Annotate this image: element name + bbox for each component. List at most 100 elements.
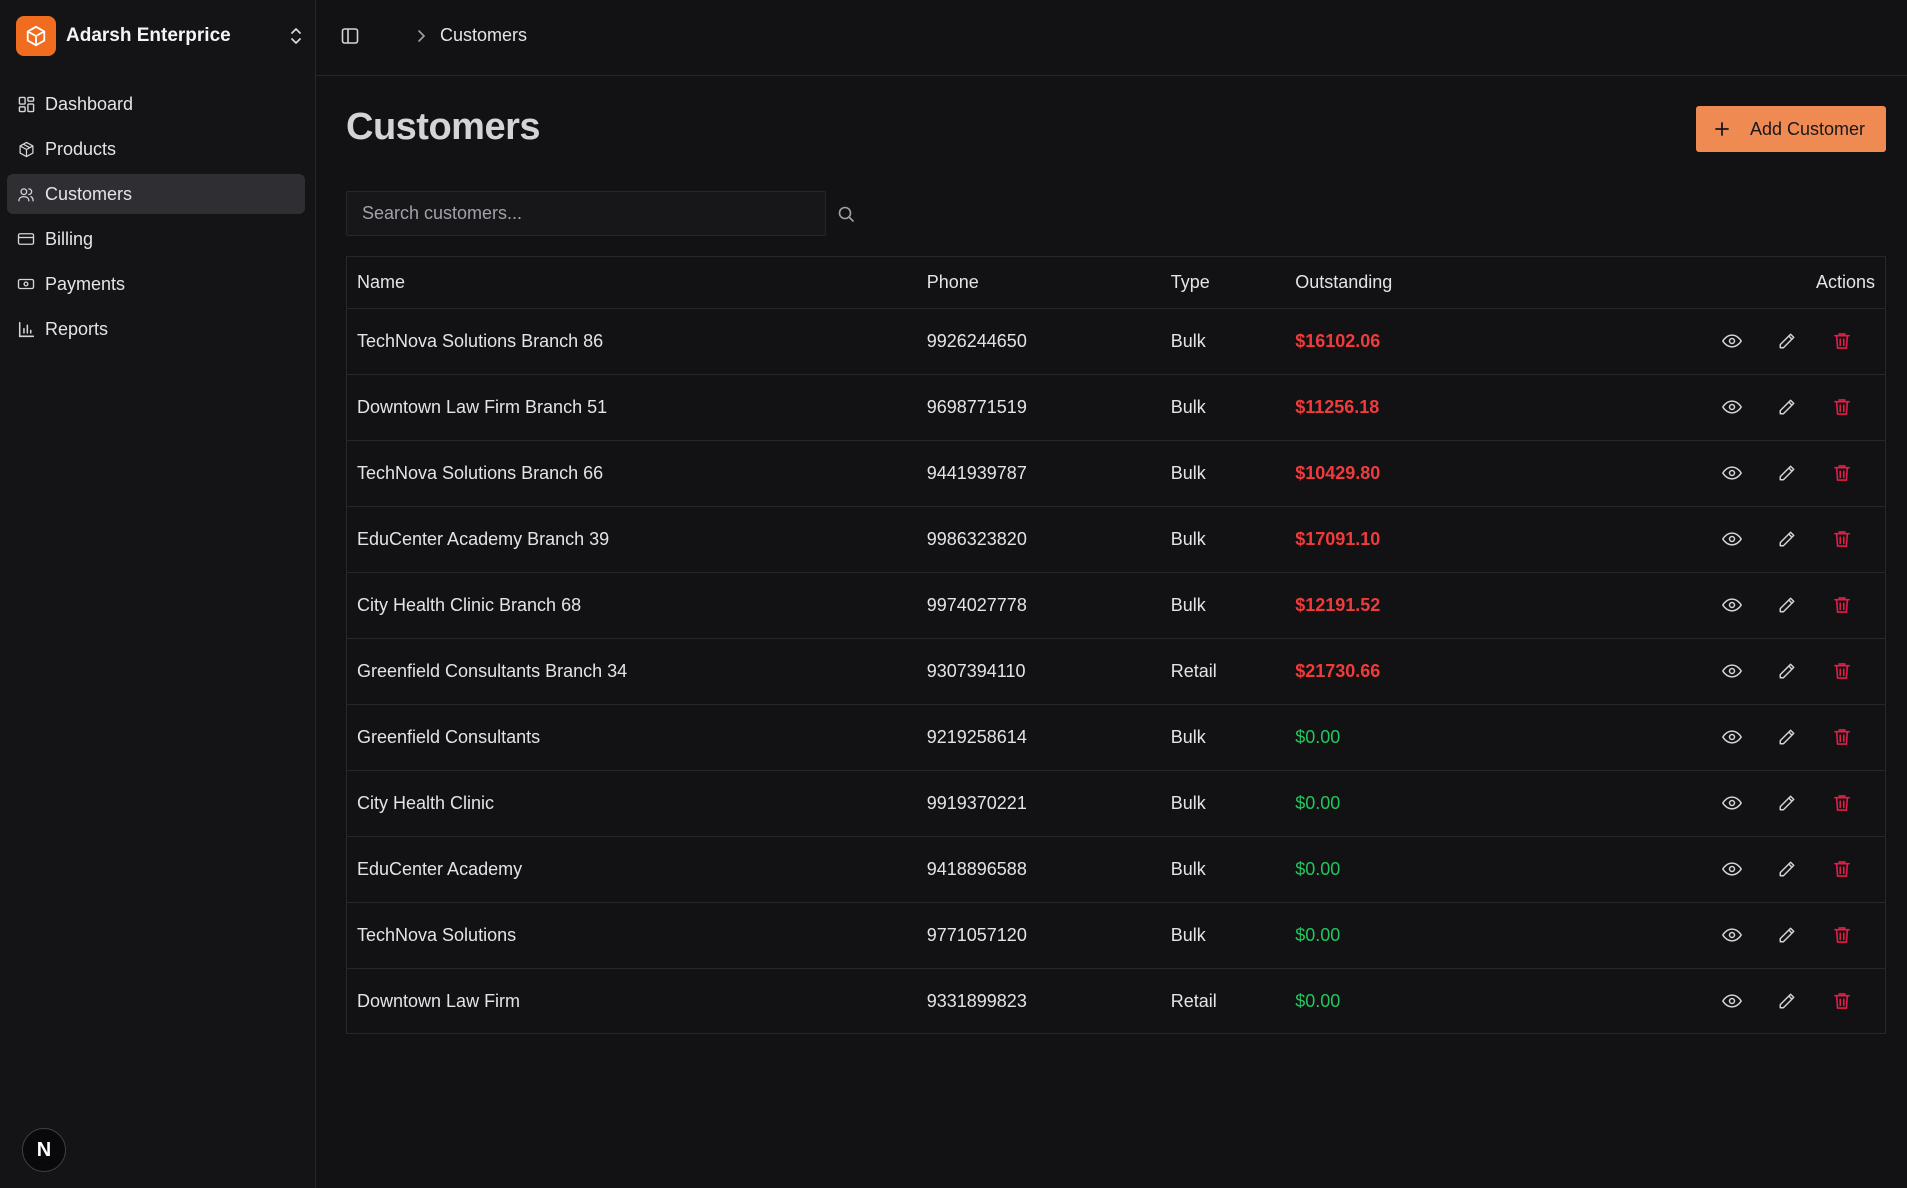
edit-icon[interactable] [1759, 461, 1814, 485]
edit-icon[interactable] [1759, 725, 1814, 749]
brand-switcher[interactable]: Adarsh Enterprice [16, 16, 306, 56]
table-row: City Health Clinic Branch 68 9974027778 Bu… [347, 572, 1885, 638]
edit-icon[interactable] [1759, 329, 1814, 353]
row-actions-group [1704, 329, 1885, 353]
view-icon[interactable] [1704, 527, 1759, 551]
add-customer-label: Add Customer [1750, 118, 1866, 139]
delete-icon[interactable] [1814, 923, 1869, 947]
column-header-phone: Phone [916, 257, 1161, 309]
delete-icon[interactable] [1814, 461, 1869, 485]
view-icon[interactable] [1704, 395, 1759, 419]
sidebar-item-reports[interactable]: Reports [7, 309, 305, 349]
banknote-icon [17, 275, 35, 293]
delete-icon[interactable] [1814, 725, 1869, 749]
view-icon[interactable] [1704, 923, 1759, 947]
edit-icon[interactable] [1759, 527, 1814, 551]
delete-icon[interactable] [1814, 395, 1869, 419]
customer-outstanding: $21730.66 [1295, 660, 1381, 681]
delete-icon[interactable] [1814, 659, 1869, 683]
customer-type: Bulk [1170, 924, 1206, 945]
edit-icon[interactable] [1759, 857, 1814, 881]
sidebar-nav: Dashboard Products Customers Billing Payment… [7, 84, 305, 354]
bar-chart-icon [17, 320, 35, 338]
edit-icon[interactable] [1759, 791, 1814, 815]
edit-icon[interactable] [1759, 659, 1814, 683]
delete-icon[interactable] [1814, 593, 1869, 617]
row-actions-group [1704, 527, 1885, 551]
customer-type: Bulk [1170, 726, 1206, 747]
delete-icon[interactable] [1814, 989, 1869, 1013]
customer-outstanding: $12191.52 [1295, 594, 1381, 615]
chevron-up-down-icon[interactable] [286, 24, 306, 48]
sidebar-item-payments[interactable]: Payments [7, 264, 305, 304]
row-actions [1694, 968, 1885, 1034]
add-customer-button[interactable]: Add Customer [1696, 106, 1886, 152]
row-actions [1694, 638, 1885, 704]
edit-icon[interactable] [1759, 923, 1814, 947]
row-actions-group [1704, 791, 1885, 815]
dashboard-icon [17, 95, 35, 113]
plus-icon [1712, 119, 1732, 139]
customer-outstanding: $10429.80 [1295, 462, 1381, 483]
customer-name: TechNova Solutions [357, 924, 517, 945]
row-actions [1694, 770, 1885, 836]
package-icon [17, 140, 35, 158]
edit-icon[interactable] [1759, 989, 1814, 1013]
customer-type: Bulk [1170, 858, 1206, 879]
customer-outstanding: $0.00 [1295, 726, 1341, 747]
view-icon[interactable] [1704, 791, 1759, 815]
customer-type: Bulk [1170, 396, 1206, 417]
view-icon[interactable] [1704, 659, 1759, 683]
customer-type: Retail [1170, 660, 1217, 681]
sidebar-toggle-icon[interactable] [338, 24, 362, 48]
brand-logo-icon [16, 16, 56, 56]
app-badge-label: N [36, 1138, 52, 1161]
customer-phone: 9771057120 [926, 924, 1027, 945]
sidebar-item-customers[interactable]: Customers [7, 174, 305, 214]
row-actions-group [1704, 725, 1885, 749]
view-icon[interactable] [1704, 461, 1759, 485]
breadcrumb[interactable]: Customers [440, 25, 528, 45]
table-header-row: Name Phone Type Outstanding Actions [347, 257, 1885, 309]
view-icon[interactable] [1704, 593, 1759, 617]
customer-type: Retail [1170, 990, 1217, 1011]
view-icon[interactable] [1704, 989, 1759, 1013]
row-actions-group [1704, 857, 1885, 881]
customer-phone: 9307394110 [926, 660, 1026, 681]
sidebar: Adarsh Enterprice Dashboard Products Custo… [0, 0, 316, 1188]
customers-table: Name Phone Type Outstanding Actions Tech… [346, 256, 1886, 1034]
delete-icon[interactable] [1814, 329, 1869, 353]
delete-icon[interactable] [1814, 791, 1869, 815]
edit-icon[interactable] [1759, 593, 1814, 617]
table-row: Greenfield Consultants 9219258614 Bulk $0.0… [347, 704, 1885, 770]
table-row: Downtown Law Firm Branch 51 9698771519 Bul… [347, 374, 1885, 440]
customer-name: City Health Clinic [357, 792, 495, 813]
edit-icon[interactable] [1759, 395, 1814, 419]
view-icon[interactable] [1704, 857, 1759, 881]
search-icon[interactable] [836, 204, 856, 224]
sidebar-item-label: Payments [45, 273, 126, 294]
row-actions-group [1704, 395, 1885, 419]
sidebar-item-products[interactable]: Products [7, 129, 305, 169]
customer-phone: 9974027778 [926, 594, 1027, 615]
table-row: EduCenter Academy 9418896588 Bulk $0.00 [347, 836, 1885, 902]
customer-phone: 9919370221 [926, 792, 1027, 813]
sidebar-item-label: Customers [45, 183, 133, 204]
sidebar-item-dashboard[interactable]: Dashboard [7, 84, 305, 124]
sidebar-item-billing[interactable]: Billing [7, 219, 305, 259]
customer-name: Downtown Law Firm [357, 990, 521, 1011]
search-input[interactable] [346, 191, 826, 236]
delete-icon[interactable] [1814, 527, 1869, 551]
chevron-right-icon [411, 26, 431, 46]
column-header-actions: Actions [1694, 257, 1885, 309]
delete-icon[interactable] [1814, 857, 1869, 881]
row-actions-group [1704, 923, 1885, 947]
column-header-outstanding: Outstanding [1285, 257, 1694, 309]
customer-name: EduCenter Academy [357, 858, 523, 879]
row-actions [1694, 506, 1885, 572]
row-actions-group [1704, 989, 1885, 1013]
view-icon[interactable] [1704, 329, 1759, 353]
app-badge[interactable]: N [22, 1128, 66, 1172]
view-icon[interactable] [1704, 725, 1759, 749]
customer-phone: 9441939787 [926, 462, 1027, 483]
